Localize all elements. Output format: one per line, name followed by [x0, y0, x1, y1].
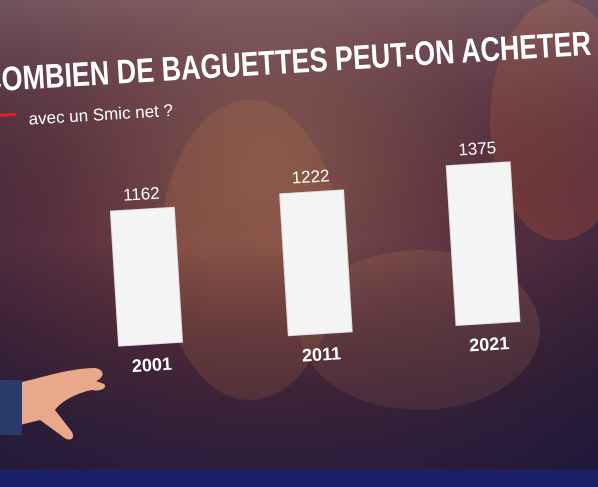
- x-tick-label: 2011: [301, 343, 341, 365]
- value-label: 1222: [291, 166, 330, 187]
- presenter-sleeve: [0, 380, 22, 435]
- presenter-hand: [0, 368, 106, 440]
- bar: [109, 206, 184, 347]
- value-label: 1375: [458, 138, 497, 159]
- title-accent: [0, 112, 17, 118]
- value-label: 1162: [123, 184, 161, 205]
- x-tick-label: 2001: [131, 354, 172, 376]
- x-tick-label: 2021: [469, 333, 510, 355]
- bottom-band: [0, 470, 598, 487]
- bar: [445, 161, 521, 326]
- bar: [279, 189, 353, 337]
